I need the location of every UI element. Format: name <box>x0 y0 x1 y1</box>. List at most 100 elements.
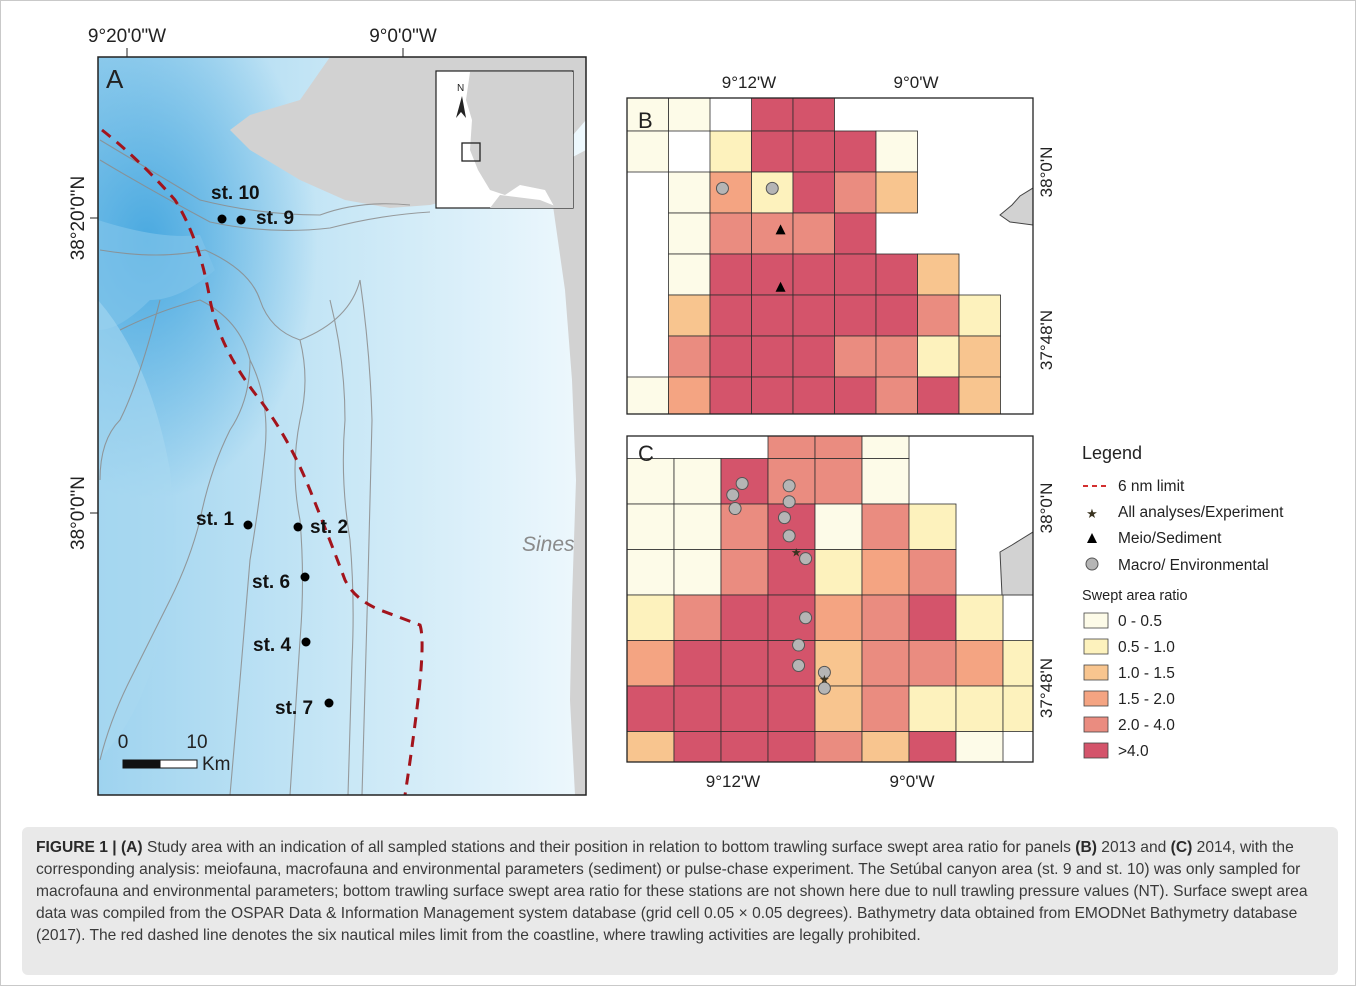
legend-circle-icon <box>1085 557 1099 571</box>
legend-triangle-icon <box>1087 533 1097 543</box>
panel-b-grid-cell <box>792 98 835 132</box>
panel-b-grid-cell <box>751 212 794 255</box>
legend-swatch <box>1083 742 1109 759</box>
caption-text-1: Study area with an indication of all sam… <box>142 839 1076 856</box>
caption-text-3: 2014, with the corresponding analysis: m… <box>36 839 1308 944</box>
panel-b-lon-label-1: 9°12'W <box>722 73 776 92</box>
panel-c-grid-cell <box>673 458 722 505</box>
panel-c-grid-cell <box>627 549 675 596</box>
panel-c-border <box>626 435 1034 763</box>
place-label-sines: Sines <box>522 533 575 556</box>
panel-c-grid-cell <box>814 731 863 762</box>
panel-c-grid-cell <box>814 458 863 505</box>
panel-a-letter: A <box>106 64 124 94</box>
legend-class-label: 0 - 0.5 <box>1118 613 1162 630</box>
north-arrow-icon <box>456 96 466 118</box>
panel-b-macro-marker <box>715 181 729 195</box>
panel-c-macro-marker <box>799 552 813 566</box>
panel-c-macro-marker <box>782 495 796 509</box>
panel-c-lat-label-2: 37°48'N <box>1037 658 1056 718</box>
inset-study-area-box <box>461 142 481 162</box>
panel-c-grid-cell <box>673 503 722 550</box>
legend-class-label: 1.5 - 2.0 <box>1118 691 1175 708</box>
legend-item-meio: Meio/Sediment <box>1118 530 1222 547</box>
panel-b-grid-cell <box>668 98 711 132</box>
panel-b-grid-cell <box>917 253 960 296</box>
panel-c-macro-marker <box>799 611 813 625</box>
station-label-st6: st. 6 <box>252 572 290 593</box>
panel-c-grid-cell <box>720 549 769 596</box>
panel-c-experiment-marker: ★ <box>819 673 830 687</box>
north-label: N <box>457 83 464 94</box>
panel-c-letter: C <box>638 441 654 466</box>
panel-b-grid-cell <box>958 335 1001 378</box>
panel-b-grid-cell <box>709 171 752 214</box>
panel-b-grid-cell <box>792 335 835 378</box>
panel-b-grid-cell <box>751 335 794 378</box>
panel-b-letter: B <box>638 108 653 133</box>
panel-a-lon-label-2: 9°0'0"W <box>369 26 437 47</box>
station-marker-st1 <box>243 520 253 530</box>
caption-panel-c: (C) <box>1170 839 1193 856</box>
panel-c-grid-cell <box>861 458 910 505</box>
panel-c-grid-cell <box>627 685 675 732</box>
panel-c-grid-cell <box>908 594 957 641</box>
panel-b-grid-cell <box>875 253 918 296</box>
panel-b-grid-cell <box>668 376 711 414</box>
legend-swatch <box>1083 716 1109 733</box>
legend-item-all-analyses: All analyses/Experiment <box>1118 504 1284 521</box>
panel-b-grid-cell <box>668 171 711 214</box>
caption-figure-label: FIGURE 1 | <box>36 839 121 856</box>
legend-swatch <box>1083 664 1109 681</box>
legend-item-macro: Macro/ Environmental <box>1118 557 1269 574</box>
panel-b-grid-cell <box>627 130 669 173</box>
panel-c-grid-cell <box>627 503 675 550</box>
panel-a-lon-label-1: 9°20'0"W <box>88 26 166 47</box>
panel-c-grid-cell <box>673 594 722 641</box>
panel-c-macro-marker <box>782 479 796 493</box>
panel-b-grid <box>627 98 1001 414</box>
panel-c-macro-marker <box>782 529 796 543</box>
panel-c-grid-cell <box>720 640 769 687</box>
panel-b-grid-cell <box>668 212 711 255</box>
legend-item-limit: 6 nm limit <box>1118 478 1185 495</box>
legend-swatch <box>1083 690 1109 707</box>
scale-bar-zero: 0 <box>118 732 129 753</box>
legend-star-icon: ★ <box>1086 507 1098 522</box>
panel-c-macro-marker <box>777 511 791 525</box>
station-marker-st4 <box>301 637 311 647</box>
panel-c-grid-cell <box>861 685 910 732</box>
panel-c-macro-marker <box>792 659 806 673</box>
panel-b-grid-cell <box>958 294 1001 337</box>
caption-panel-a: (A) <box>120 839 143 856</box>
panel-c-grid-cell <box>720 731 769 762</box>
panel-a-border <box>97 56 587 796</box>
panel-b-grid-cell <box>668 253 711 296</box>
panel-c-grid-cell <box>814 594 863 641</box>
panel-c-experiment-marker: ★ <box>791 545 802 559</box>
panel-c-grid-cell <box>814 549 863 596</box>
panel-b-grid-cell <box>751 98 794 132</box>
panel-c-grid-cell <box>955 731 1004 762</box>
panel-b-grid-cell <box>834 335 877 378</box>
panel-c-lat-label-1: 38°0'N <box>1037 483 1056 534</box>
panel-c-grid-cell <box>861 549 910 596</box>
panel-b-grid-cell <box>709 253 752 296</box>
panel-b-lat-label-2: 37°48'N <box>1037 310 1056 370</box>
panel-a-lat-label-2: 38°0'0"N <box>68 476 89 550</box>
panel-c-grid-cell <box>627 458 675 505</box>
panel-c-grid-cell <box>767 685 816 732</box>
panel-b-grid-cell <box>917 335 960 378</box>
station-marker-st6 <box>300 572 310 582</box>
station-label-st1: st. 1 <box>196 509 234 530</box>
panel-b-grid-cell <box>751 294 794 337</box>
panel-b-grid-cell <box>709 130 752 173</box>
panel-c-macro-marker <box>726 488 740 502</box>
panel-b-grid-cell <box>792 253 835 296</box>
panel-b-grid-cell <box>875 171 918 214</box>
panel-b-grid-cell <box>792 171 835 214</box>
panel-c-grid-cell <box>908 640 957 687</box>
panel-b-grid-cell <box>627 376 669 414</box>
panel-c-grid-cell <box>720 594 769 641</box>
